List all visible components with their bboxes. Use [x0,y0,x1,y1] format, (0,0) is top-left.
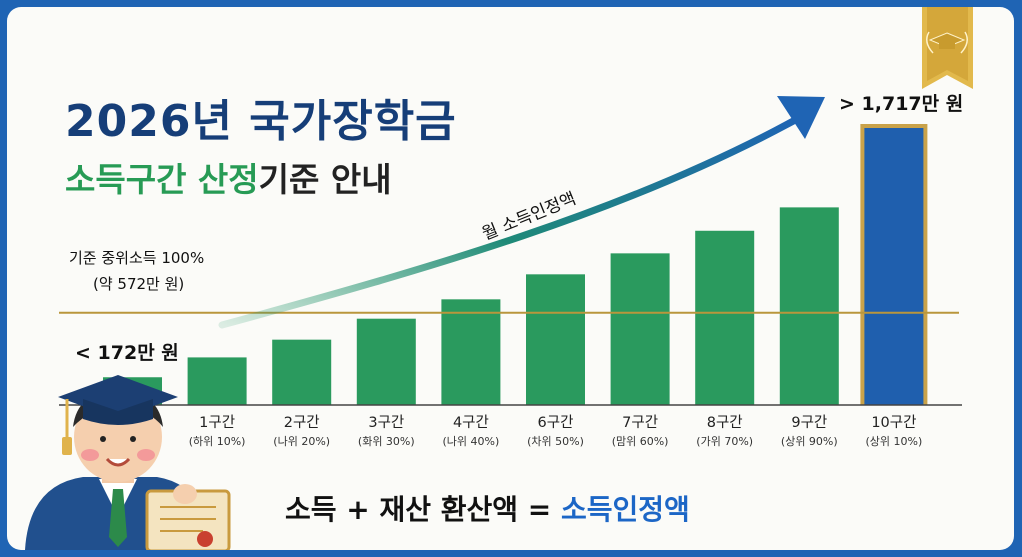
page-title: 2026년 국가장학금 [65,96,457,147]
subtitle-rest: 기준 안내 [258,160,392,199]
x-tick-sublabel: (나위 40%) [443,435,500,448]
infographic-card: 기준 중위소득 100% (약 572만 원) 월 소득인정액 < 172만 원… [7,7,1014,550]
reference-line-label: 기준 중위소득 100% [69,249,204,267]
formula-left: 소득 + 재산 환산액 = [285,493,552,526]
x-axis-labels: 1구간 (하위 10%) 2구간 (나위 20%) 3구간 (화위 30%) 4구간 (나위 … [189,414,923,448]
income-bracket-chart: 기준 중위소득 100% (약 572만 원) 월 소득인정액 < 172만 원… [25,7,973,550]
x-tick-label: 1구간 [199,414,235,431]
x-tick-label: 8구간 [707,414,743,431]
page-subtitle: 소득구간 산정기준 안내 [65,153,392,201]
bar-3 [272,339,332,405]
subtitle-highlight: 소득구간 산정 [65,160,259,199]
bar-5 [441,299,501,405]
x-tick-sublabel: (가위 70%) [696,435,753,448]
x-tick-label: 9구간 [791,414,827,431]
bar-8 [695,230,755,405]
bar-group [103,124,928,405]
x-tick-sublabel: (상위 10%) [866,435,923,448]
min-value-label: < 172만 원 [75,342,179,364]
growth-arrow-head [777,96,825,139]
bar-9 [779,207,839,405]
x-tick-sublabel: (상위 90%) [781,435,838,448]
bar-4 [356,318,416,405]
bar-10 [864,128,924,405]
x-tick-sublabel: (화위 30%) [358,435,415,448]
graduate-student-illustration [25,375,231,550]
x-tick-sublabel: (하위 10%) [189,434,246,448]
reference-line-sublabel: (약 572만 원) [93,275,184,293]
x-tick-label: 2구간 [284,414,320,431]
income-formula: 소득 + 재산 환산액 = 소득인정액 [285,488,690,528]
bar-2 [187,357,247,405]
bar-6 [526,274,585,405]
max-value-label: > 1,717만 원 [839,93,963,115]
x-tick-sublabel: (맘위 60%) [612,435,669,448]
formula-result: 소득인정액 [561,493,690,526]
x-tick-label: 10구간 [871,414,916,431]
x-tick-sublabel: (차위 50%) [527,435,584,448]
growth-arrow [218,115,801,329]
x-tick-label: 7구간 [622,414,658,431]
ribbon-medal-icon [922,7,973,89]
x-tick-label: 3구간 [368,414,404,431]
x-tick-sublabel: (나위 20%) [273,435,330,448]
bar-7 [610,253,670,405]
x-tick-label: 4구간 [453,414,489,431]
x-tick-label: 6구간 [538,414,574,431]
